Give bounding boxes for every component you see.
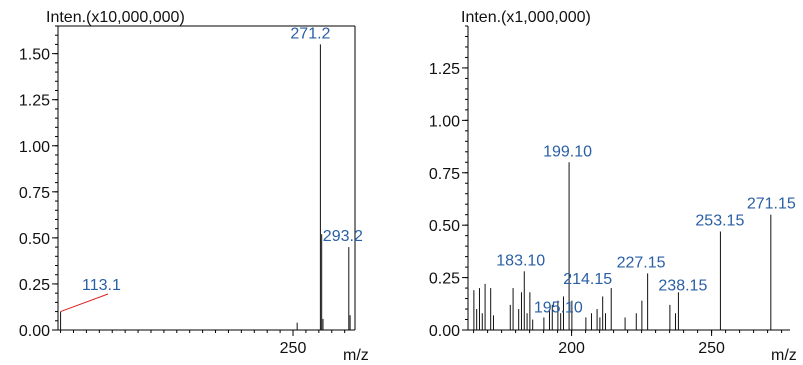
y-tick-label: 0.75 bbox=[19, 185, 50, 202]
y-tick-label: 1.00 bbox=[429, 113, 460, 130]
y-tick-label: 0.00 bbox=[19, 323, 50, 340]
y-tick-label: 0.25 bbox=[429, 271, 460, 288]
y-tick-label: 0.00 bbox=[429, 323, 460, 340]
left-tick-group: 0.00 0.25 0.50 0.75 1.00 1.25 1.50 250 bbox=[19, 25, 346, 357]
y-tick-label: 1.00 bbox=[19, 139, 50, 156]
peak-annotation: 214.15 bbox=[563, 271, 612, 288]
peak-annotation: 199.10 bbox=[543, 143, 592, 160]
y-tick-label: 0.50 bbox=[429, 218, 460, 235]
peak-annotation: 271.2 bbox=[290, 25, 330, 42]
peak-annotation: 113.1 bbox=[82, 277, 121, 294]
x-tick-label: 250 bbox=[698, 340, 725, 357]
right-spectrum-panel: Inten.(x1,000,000) m/z 0.00 0.25 0.50 0.75 1… bbox=[429, 9, 797, 364]
left-y-axis-title: Inten.(x10,000,000) bbox=[46, 9, 185, 26]
right-tick-group: 0.00 0.25 0.50 0.75 1.00 1.25 200 250 bbox=[429, 25, 783, 357]
left-annotation-group: 271.2 293.2 113.1 bbox=[82, 25, 363, 294]
left-113-marker-line bbox=[60, 293, 109, 313]
left-peak-group bbox=[60, 44, 351, 330]
peak-annotation: 253.15 bbox=[695, 212, 744, 229]
y-tick-label: 1.25 bbox=[19, 93, 50, 110]
right-peak-group bbox=[473, 162, 772, 330]
x-tick-label: 200 bbox=[558, 340, 585, 357]
peak-annotation: 183.10 bbox=[496, 252, 545, 269]
y-tick-label: 0.50 bbox=[19, 231, 50, 248]
peak-annotation: 293.2 bbox=[323, 228, 363, 245]
peak-annotation: 271.15 bbox=[747, 196, 796, 213]
x-tick-label: 250 bbox=[280, 340, 307, 357]
peak-annotation: 227.15 bbox=[617, 254, 666, 271]
y-tick-label: 1.50 bbox=[19, 47, 50, 64]
right-x-axis-title: m/z bbox=[771, 347, 797, 364]
y-tick-label: 0.75 bbox=[429, 166, 460, 183]
right-y-axis-title: Inten.(x1,000,000) bbox=[461, 9, 591, 26]
y-tick-label: 1.25 bbox=[429, 61, 460, 78]
left-x-axis-title: m/z bbox=[343, 347, 369, 364]
left-spectrum-panel: Inten.(x10,000,000) m/z 0.00 0.25 0.50 0.75… bbox=[19, 9, 369, 364]
peak-annotation: 195.10 bbox=[534, 300, 583, 317]
peak-annotation: 238.15 bbox=[658, 277, 707, 294]
y-tick-label: 0.25 bbox=[19, 277, 50, 294]
